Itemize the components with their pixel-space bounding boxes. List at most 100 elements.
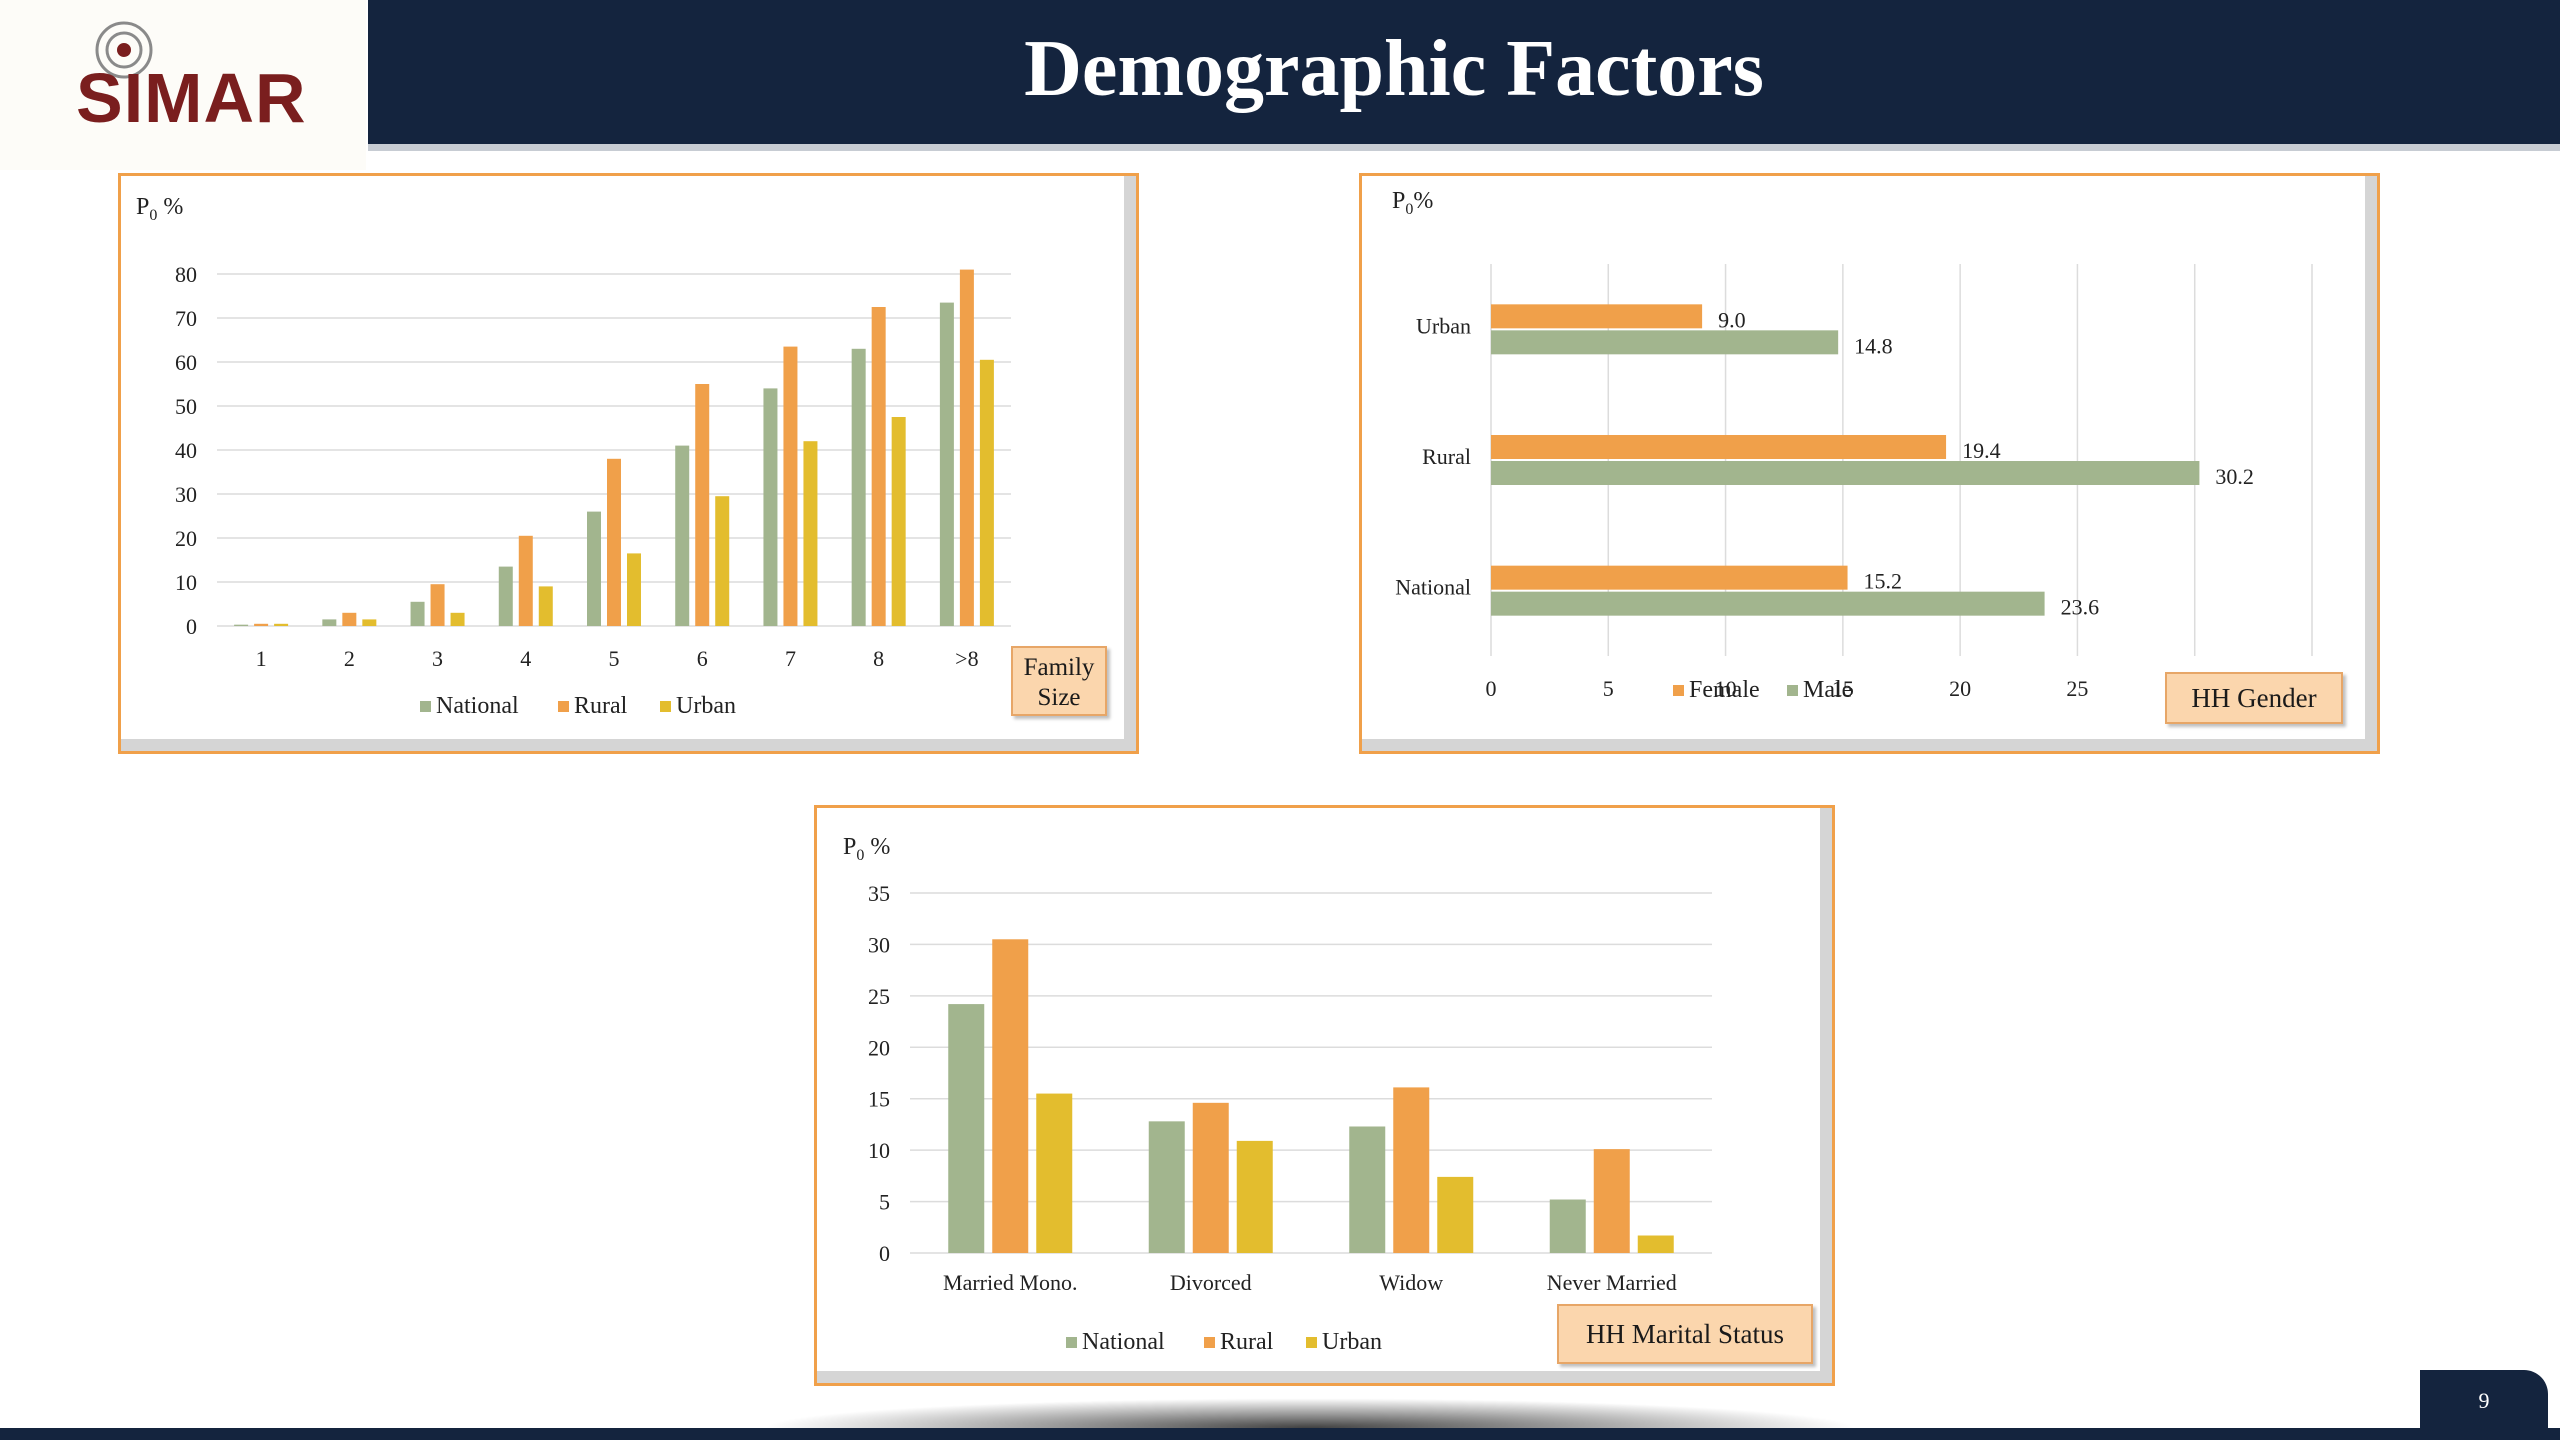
hh-marital-bar-national <box>1148 1121 1185 1253</box>
family-size-bar-national <box>234 624 249 626</box>
family-size-xtick: >8 <box>955 646 978 671</box>
hh-gender-ytick: Rural <box>1422 444 1471 469</box>
family-size-bar-rural <box>695 384 710 626</box>
hh-marital-xtick: Divorced <box>1170 1270 1252 1295</box>
hh-marital-ytick: 5 <box>879 1190 890 1215</box>
hh-gender-ytick: National <box>1395 575 1471 600</box>
hh-gender-chart: P0%051015202530359.014.8Urban19.430.2Rur… <box>1392 188 2323 703</box>
hh-marital-bar-rural <box>992 939 1029 1253</box>
family-size-bar-rural <box>871 307 886 626</box>
family-size-bar-urban <box>538 586 553 626</box>
hh-gender-legend-female: Female <box>1689 677 1760 703</box>
target-icon <box>95 21 153 79</box>
family-size-bar-national <box>587 511 601 626</box>
family-size-legend-urban: Urban <box>676 693 736 719</box>
hh-marital-ytick: 35 <box>868 881 890 906</box>
hh-gender-panel: P0%051015202530359.014.8Urban19.430.2Rur… <box>1359 173 2380 754</box>
hh-marital-bar-national <box>1349 1126 1386 1253</box>
logo-area: SIMAR <box>0 0 366 170</box>
hh-marital-legend-swatch-national <box>1066 1337 1077 1348</box>
family-size-ytick: 30 <box>175 482 197 507</box>
family-size-bar-rural <box>518 535 533 626</box>
family-size-tag-line-1: Family <box>1023 654 1095 681</box>
family-size-bar-national <box>675 445 690 626</box>
hh-marital-panel: P0 % 0 5 10 15 20 25 30 35 Married Mono. Divorced W… <box>814 805 1835 1386</box>
hh-marital-chart: P0 % 0 5 10 15 20 25 30 35 Married Mono. Divorced W… <box>843 834 1712 1355</box>
family-size-ytick: 40 <box>175 438 197 463</box>
family-size-bar-rural <box>959 269 974 626</box>
hh-gender-bar-male <box>1491 330 1839 355</box>
hh-gender-xtick: 10 <box>1715 676 1737 701</box>
logo-text: SIMAR <box>76 59 307 137</box>
family-size-bar-urban <box>891 417 906 626</box>
family-size-bar-rural <box>607 458 621 626</box>
family-size-legend-swatch-rural <box>558 701 569 712</box>
hh-marital-legend-swatch-urban <box>1306 1337 1317 1348</box>
family-size-ytick: 60 <box>175 350 197 375</box>
family-size-bar-rural <box>430 584 445 626</box>
hh-marital-legend-national: National <box>1082 1329 1165 1355</box>
hh-marital-bar-national <box>948 1004 985 1253</box>
hh-gender-bar-female <box>1491 435 1947 459</box>
hh-marital-legend-swatch-rural <box>1204 1337 1215 1348</box>
hh-gender-data-label: 30.2 <box>2215 464 2254 489</box>
family-size-xtick: 3 <box>432 646 443 671</box>
family-size-bar-urban <box>362 619 377 626</box>
hh-marital-legend-rural: Rural <box>1220 1329 1274 1355</box>
hh-marital-xtick: Married Mono. <box>943 1270 1077 1295</box>
hh-gender-data-label: 19.4 <box>1962 438 2001 463</box>
family-size-bar-urban <box>715 496 730 626</box>
family-size-xtick: 5 <box>609 646 620 671</box>
hh-gender-xtick: 0 <box>1486 676 1497 701</box>
hh-marital-xtick: Widow <box>1379 1270 1443 1295</box>
family-size-xtick: 8 <box>873 646 884 671</box>
hh-gender-legend-swatch-male <box>1787 685 1798 696</box>
hh-gender-bar-male <box>1491 591 2045 616</box>
hh-marital-bar-urban <box>1036 1093 1073 1253</box>
hh-gender-bar-female <box>1491 565 1848 590</box>
hh-marital-tag: HH Marital Status <box>1557 1304 1813 1364</box>
hh-marital-legend-urban: Urban <box>1322 1329 1382 1355</box>
hh-marital-bar-national <box>1549 1199 1586 1253</box>
hh-gender-xtick: 15 <box>1832 676 1854 701</box>
family-size-bar-urban <box>627 553 641 626</box>
hh-marital-bar-urban <box>1437 1176 1474 1253</box>
hh-gender-ylabel: P0% <box>1392 188 1433 218</box>
family-size-bar-urban <box>979 359 994 626</box>
family-size-ytick: 80 <box>175 262 197 287</box>
family-size-bar-rural <box>342 612 357 626</box>
family-size-bar-urban <box>450 612 465 626</box>
footer-shadow <box>760 1398 1860 1428</box>
family-size-chart: P0 % 0 10 20 30 40 50 60 70 80 1 2 3 4 5 6 7 8 >8 National R… <box>136 194 1011 719</box>
hh-gender-data-label: 9.0 <box>1718 307 1746 332</box>
hh-gender-data-label: 23.6 <box>2061 595 2100 620</box>
family-size-ytick: 70 <box>175 306 197 331</box>
family-size-ylabel: P0 % <box>136 194 183 224</box>
footer-bar <box>0 1428 2560 1440</box>
family-size-bar-national <box>939 302 954 626</box>
hh-marital-bar-rural <box>1192 1102 1229 1253</box>
page-number: 9 <box>2420 1370 2548 1440</box>
family-size-xtick: 7 <box>785 646 796 671</box>
family-size-ytick: 10 <box>175 570 197 595</box>
family-size-tag-line-2: Size <box>1037 684 1081 711</box>
hh-gender-xtick: 20 <box>1949 676 1971 701</box>
family-size-bar-rural <box>254 623 269 626</box>
hh-marital-ytick: 10 <box>868 1138 890 1163</box>
hh-gender-bar-female <box>1491 304 1703 329</box>
family-size-xtick: 6 <box>697 646 708 671</box>
hh-marital-ytick: 15 <box>868 1087 890 1112</box>
family-size-bar-rural <box>783 346 798 626</box>
hh-marital-ytick: 30 <box>868 932 890 957</box>
title-bar: Demographic Factors <box>368 0 2560 151</box>
family-size-ytick: 50 <box>175 394 197 419</box>
hh-gender-data-label: 15.2 <box>1864 569 1903 594</box>
hh-marital-bar-rural <box>1593 1149 1630 1253</box>
hh-marital-xtick: Never Married <box>1547 1270 1677 1295</box>
family-size-bar-national <box>498 566 513 626</box>
hh-marital-ytick: 25 <box>868 984 890 1009</box>
page-title: Demographic Factors <box>1024 25 1764 113</box>
family-size-ytick: 0 <box>186 614 197 639</box>
hh-marital-bar-urban <box>1236 1140 1273 1253</box>
family-size-bar-national <box>851 348 866 626</box>
